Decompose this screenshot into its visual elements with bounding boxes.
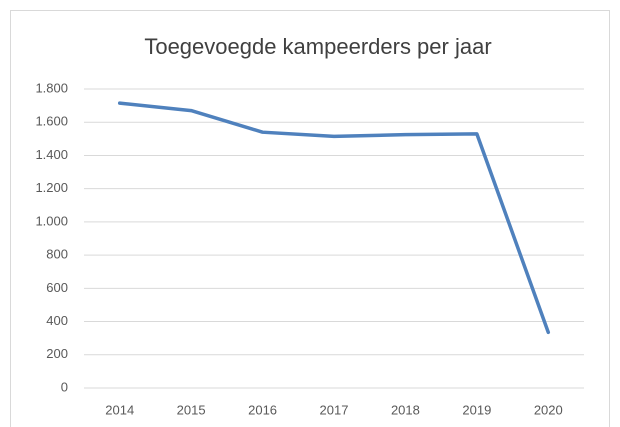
- data-line: [117, 101, 551, 335]
- x-tick-label: 2017: [320, 402, 349, 417]
- y-tick-label: 1.400: [35, 147, 68, 162]
- y-tick-label: 0: [61, 379, 68, 394]
- y-tick-label: 1.000: [35, 213, 68, 228]
- chart-border: [10, 10, 610, 427]
- x-tick-label: 2020: [534, 402, 563, 417]
- x-tick-label: 2015: [177, 402, 206, 417]
- y-tick-label: 1.200: [35, 180, 68, 195]
- x-tick-label: 2014: [105, 402, 134, 417]
- y-tick-label: 800: [46, 247, 68, 262]
- y-tick-label: 200: [46, 346, 68, 361]
- x-tick-label: 2019: [462, 402, 491, 417]
- x-tick-label: 2016: [248, 402, 277, 417]
- y-tick-label: 1.800: [35, 80, 68, 95]
- y-tick-label: 400: [46, 313, 68, 328]
- chart-title: Toegevoegde kampeerders per jaar: [144, 34, 491, 59]
- y-tick-label: 1.600: [35, 114, 68, 129]
- x-tick-label: 2018: [391, 402, 420, 417]
- y-tick-label: 600: [46, 280, 68, 295]
